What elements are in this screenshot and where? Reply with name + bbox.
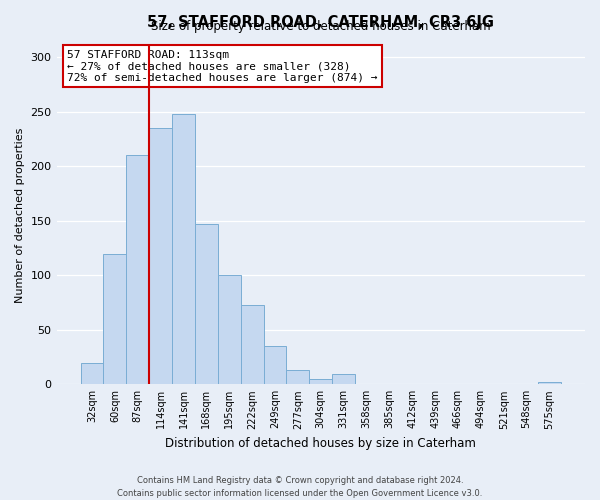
Bar — [538, 382, 561, 384]
Bar — [263, 346, 286, 385]
Bar — [195, 224, 218, 384]
Bar — [241, 304, 263, 384]
Bar — [149, 128, 172, 384]
Text: Contains HM Land Registry data © Crown copyright and database right 2024.
Contai: Contains HM Land Registry data © Crown c… — [118, 476, 482, 498]
Bar — [172, 114, 195, 384]
Bar — [80, 362, 103, 384]
Bar — [127, 156, 149, 384]
Bar — [332, 374, 355, 384]
Bar — [103, 254, 127, 384]
Text: Size of property relative to detached houses in Caterham: Size of property relative to detached ho… — [151, 20, 491, 33]
Bar — [286, 370, 310, 384]
Title: 57, STAFFORD ROAD, CATERHAM, CR3 6JG: 57, STAFFORD ROAD, CATERHAM, CR3 6JG — [147, 15, 494, 30]
X-axis label: Distribution of detached houses by size in Caterham: Distribution of detached houses by size … — [166, 437, 476, 450]
Text: 57 STAFFORD ROAD: 113sqm
← 27% of detached houses are smaller (328)
72% of semi-: 57 STAFFORD ROAD: 113sqm ← 27% of detach… — [67, 50, 377, 83]
Bar — [310, 379, 332, 384]
Bar — [218, 276, 241, 384]
Y-axis label: Number of detached properties: Number of detached properties — [15, 128, 25, 303]
